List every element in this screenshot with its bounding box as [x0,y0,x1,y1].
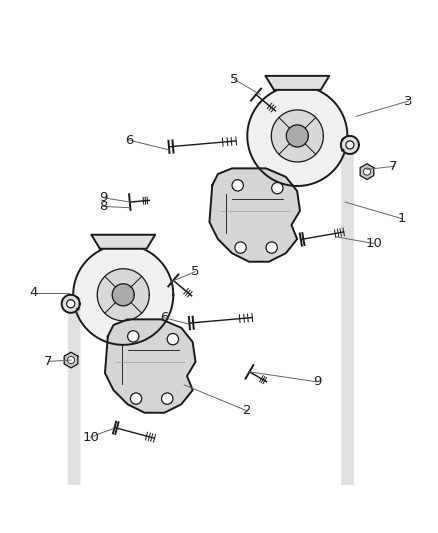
Circle shape [364,168,371,175]
Text: 5: 5 [191,265,199,278]
Polygon shape [97,269,149,321]
Polygon shape [64,352,78,368]
Text: 3: 3 [404,95,413,108]
Text: 10: 10 [82,431,99,443]
Circle shape [67,357,74,364]
Polygon shape [73,245,173,345]
Text: 7: 7 [44,355,53,368]
Circle shape [272,182,283,194]
Circle shape [67,300,75,308]
Circle shape [232,180,244,191]
Text: 6: 6 [126,134,134,147]
Polygon shape [360,164,374,180]
Text: 7: 7 [389,160,397,173]
Circle shape [127,330,139,342]
Circle shape [266,242,277,253]
Polygon shape [62,295,80,313]
Text: 9: 9 [313,375,321,389]
Text: 1: 1 [398,212,406,225]
Polygon shape [341,136,359,154]
Polygon shape [92,235,155,249]
Text: 5: 5 [230,73,238,86]
Circle shape [131,393,142,404]
Text: 9: 9 [99,191,108,204]
Text: 2: 2 [243,405,251,417]
Text: 4: 4 [30,286,38,299]
Text: 10: 10 [365,237,382,250]
Polygon shape [247,86,347,186]
Circle shape [167,334,179,345]
Circle shape [235,242,246,253]
Polygon shape [105,319,195,413]
Circle shape [162,393,173,404]
Polygon shape [209,168,300,262]
Polygon shape [265,76,329,90]
Polygon shape [286,125,308,147]
Polygon shape [271,110,323,162]
Circle shape [346,141,354,149]
Text: 6: 6 [160,311,169,325]
Text: 8: 8 [99,200,108,213]
Polygon shape [112,284,134,306]
